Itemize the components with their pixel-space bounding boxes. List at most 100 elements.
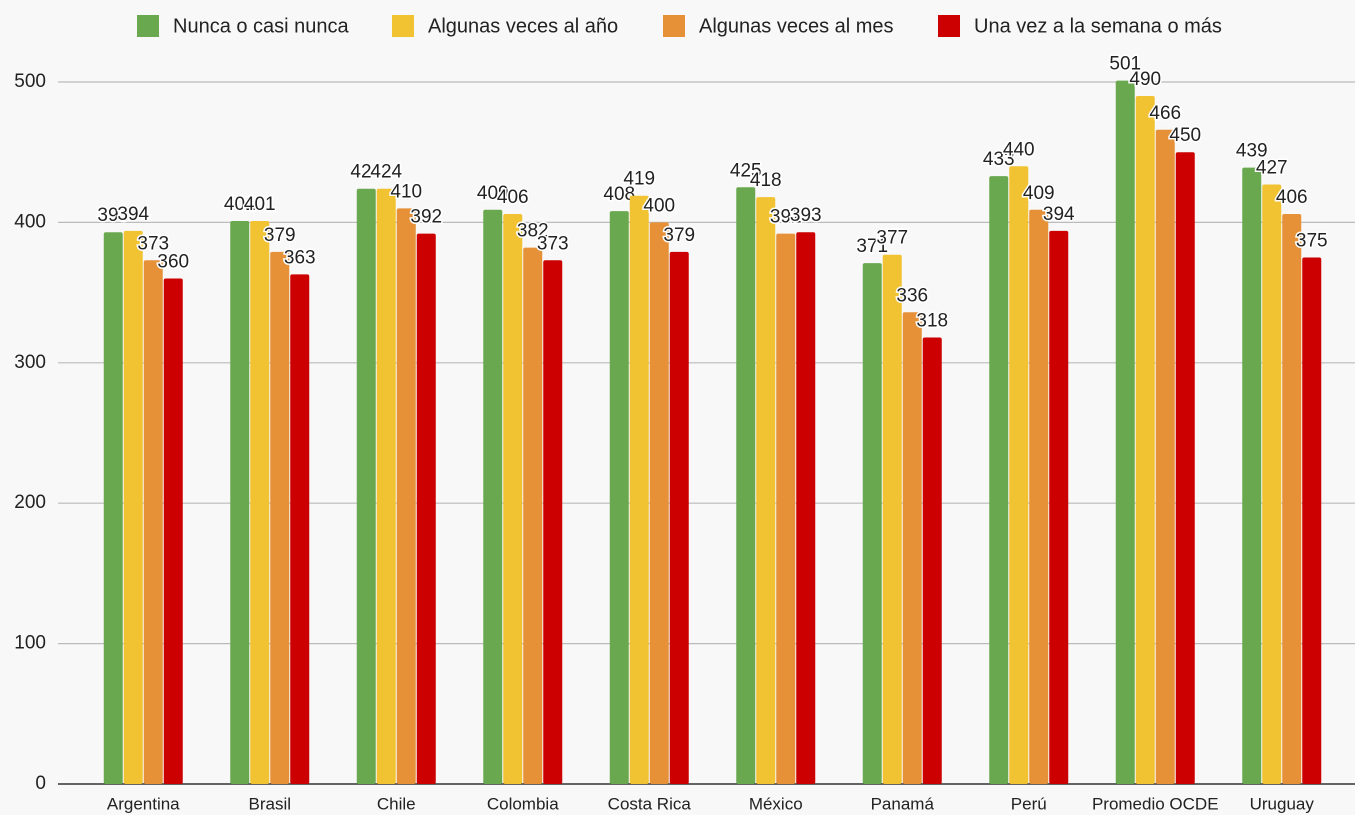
legend-label: Algunas veces al mes bbox=[699, 15, 894, 37]
value-label: 424 bbox=[370, 162, 402, 183]
bar bbox=[609, 211, 629, 785]
bar bbox=[1242, 167, 1262, 785]
x-tick-label: México bbox=[749, 794, 803, 813]
bar bbox=[230, 220, 250, 785]
bar bbox=[483, 209, 503, 784]
value-label: 382 bbox=[517, 221, 549, 242]
value-label: 336 bbox=[896, 285, 928, 306]
value-label: 371 bbox=[856, 236, 888, 257]
bar bbox=[756, 197, 776, 785]
y-tick-label: 200 bbox=[14, 492, 46, 513]
value-label: 393 bbox=[97, 205, 129, 226]
value-label: 394 bbox=[1043, 204, 1075, 225]
bar bbox=[1029, 209, 1049, 784]
value-label: 394 bbox=[117, 204, 149, 225]
legend-swatch bbox=[663, 15, 685, 37]
x-tick-label: Brasil bbox=[248, 794, 291, 813]
value-label: 379 bbox=[663, 225, 695, 246]
bar bbox=[416, 233, 436, 784]
bar bbox=[1009, 166, 1029, 785]
bar bbox=[1262, 184, 1282, 784]
x-tick-label: Argentina bbox=[107, 794, 180, 813]
bar bbox=[922, 337, 942, 784]
legend-label: Una vez a la semana o más bbox=[974, 15, 1222, 37]
bar bbox=[736, 187, 756, 785]
legend-swatch bbox=[938, 15, 960, 37]
bar bbox=[356, 188, 376, 785]
value-label: 363 bbox=[284, 247, 316, 268]
bar bbox=[1115, 80, 1135, 784]
bar bbox=[1155, 129, 1175, 785]
value-label: 401 bbox=[224, 194, 256, 215]
value-label: 373 bbox=[537, 233, 569, 254]
value-label: 450 bbox=[1169, 125, 1201, 146]
value-label: 490 bbox=[1129, 69, 1161, 90]
bar bbox=[1302, 257, 1322, 784]
bar bbox=[376, 188, 396, 785]
value-label: 418 bbox=[750, 170, 782, 191]
bar bbox=[543, 260, 563, 785]
value-label: 439 bbox=[1236, 141, 1268, 162]
legend-swatch bbox=[137, 15, 159, 37]
bar bbox=[290, 274, 310, 784]
bar bbox=[1135, 96, 1155, 785]
bar bbox=[669, 251, 689, 784]
x-tick-label: Uruguay bbox=[1250, 794, 1315, 813]
bar bbox=[882, 254, 902, 784]
value-label: 401 bbox=[244, 194, 276, 215]
value-label: 377 bbox=[876, 228, 908, 249]
bar bbox=[143, 260, 163, 785]
x-tick-label: Colombia bbox=[487, 794, 559, 813]
value-label: 373 bbox=[137, 233, 169, 254]
bar bbox=[103, 232, 123, 784]
value-label: 400 bbox=[643, 195, 675, 216]
bar bbox=[523, 247, 543, 784]
bar bbox=[796, 232, 816, 784]
value-label: 466 bbox=[1149, 103, 1181, 124]
y-tick-label: 300 bbox=[14, 352, 46, 373]
bar bbox=[862, 263, 882, 785]
bar bbox=[989, 176, 1009, 784]
x-tick-label: Promedio OCDE bbox=[1092, 794, 1219, 813]
x-tick-label: Chile bbox=[377, 794, 416, 813]
bar bbox=[629, 195, 649, 784]
legend-label: Algunas veces al año bbox=[428, 15, 618, 37]
value-label: 406 bbox=[497, 187, 529, 208]
y-tick-label: 100 bbox=[14, 633, 46, 654]
value-label: 379 bbox=[264, 225, 296, 246]
legend-swatch bbox=[392, 15, 414, 37]
value-label: 440 bbox=[1003, 139, 1035, 160]
value-label: 406 bbox=[1276, 187, 1308, 208]
legend-label: Nunca o casi nunca bbox=[173, 15, 350, 37]
x-tick-label: Panamá bbox=[871, 794, 935, 813]
value-label: 392 bbox=[770, 207, 802, 228]
y-tick-label: 0 bbox=[35, 773, 46, 794]
bar bbox=[270, 251, 290, 784]
bar bbox=[776, 233, 796, 784]
bar bbox=[123, 230, 143, 785]
value-label: 318 bbox=[916, 311, 948, 332]
bar bbox=[649, 222, 669, 784]
value-label: 424 bbox=[350, 162, 382, 183]
bar bbox=[1049, 230, 1069, 785]
y-tick-label: 500 bbox=[14, 71, 46, 92]
value-label: 409 bbox=[1023, 183, 1055, 204]
value-label: 392 bbox=[410, 207, 442, 228]
value-label: 427 bbox=[1256, 158, 1288, 179]
x-tick-label: Perú bbox=[1011, 794, 1047, 813]
bar bbox=[396, 208, 416, 785]
value-label: 419 bbox=[623, 169, 655, 190]
bar bbox=[1282, 213, 1302, 784]
value-label: 393 bbox=[790, 205, 822, 226]
y-tick-label: 400 bbox=[14, 211, 46, 232]
value-label: 408 bbox=[603, 184, 635, 205]
value-label: 410 bbox=[390, 181, 422, 202]
bar bbox=[902, 312, 922, 784]
value-label: 375 bbox=[1296, 231, 1328, 252]
bar bbox=[503, 213, 523, 784]
value-label: 409 bbox=[477, 183, 509, 204]
bar bbox=[1175, 152, 1195, 784]
bar bbox=[163, 278, 183, 784]
x-tick-label: Costa Rica bbox=[608, 794, 692, 813]
